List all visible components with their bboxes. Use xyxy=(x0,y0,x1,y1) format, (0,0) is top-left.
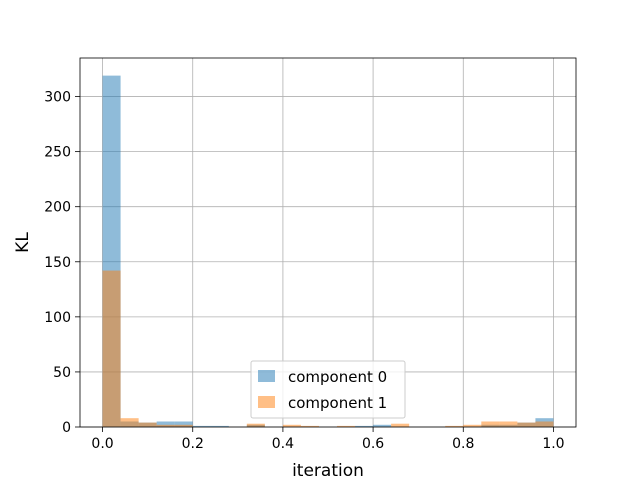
bar-component-1 xyxy=(535,421,554,427)
y-tick-label: 0 xyxy=(62,420,71,436)
bar-component-1 xyxy=(499,421,518,427)
bar-component-0 xyxy=(210,425,229,427)
x-tick-label: 0.8 xyxy=(452,436,474,452)
bar-component-0 xyxy=(156,421,175,427)
bar-component-1 xyxy=(120,418,139,427)
bar-component-1 xyxy=(246,423,265,427)
x-tick-label: 0.2 xyxy=(182,436,204,452)
bar-component-1 xyxy=(138,422,157,427)
bar-component-1 xyxy=(300,425,319,427)
y-axis-label: KL xyxy=(13,232,33,253)
y-tick-label: 250 xyxy=(44,145,71,161)
legend-label-component-1: component 1 xyxy=(288,394,387,412)
y-tick-label: 200 xyxy=(44,200,71,216)
x-tick-label: 0.6 xyxy=(362,436,384,452)
bar-component-1 xyxy=(174,424,193,427)
bar-component-1 xyxy=(102,270,121,427)
bar-component-1 xyxy=(463,424,482,427)
y-tick-label: 150 xyxy=(44,255,71,271)
y-tick-label: 300 xyxy=(44,90,71,106)
bar-component-0 xyxy=(355,425,374,427)
bar-component-1 xyxy=(445,425,464,427)
bar-component-0 xyxy=(174,421,193,427)
legend-box xyxy=(250,360,406,419)
histogram-bars xyxy=(102,75,554,428)
y-tick-label: 100 xyxy=(44,310,71,326)
grid-lines xyxy=(80,58,576,428)
x-tick-label: 1.0 xyxy=(542,436,564,452)
bar-series-component-1 xyxy=(102,270,554,427)
bar-component-1 xyxy=(481,421,500,427)
y-tick-label: 50 xyxy=(53,365,71,381)
bar-component-0 xyxy=(192,425,211,427)
plot-frame xyxy=(79,57,577,428)
x-axis-ticks: 0.0 0.2 0.4 0.6 0.8 1.0 xyxy=(91,427,565,452)
legend-swatch-component-1 xyxy=(258,396,275,408)
bar-component-1 xyxy=(156,424,175,427)
legend-label-component-0: component 0 xyxy=(288,368,387,386)
x-tick-label: 0.4 xyxy=(272,436,294,452)
y-axis-ticks: 0 50 100 150 200 250 300 xyxy=(44,90,80,436)
x-axis-label: iteration xyxy=(292,461,364,480)
bar-component-1 xyxy=(391,423,410,427)
bar-component-0 xyxy=(373,424,392,427)
x-tick-label: 0.0 xyxy=(91,436,113,452)
bar-component-1 xyxy=(517,422,536,427)
legend-swatch-component-0 xyxy=(258,370,275,382)
bar-component-1 xyxy=(282,424,301,427)
bar-component-1 xyxy=(337,425,356,427)
legend: component 0 component 1 xyxy=(250,360,406,419)
